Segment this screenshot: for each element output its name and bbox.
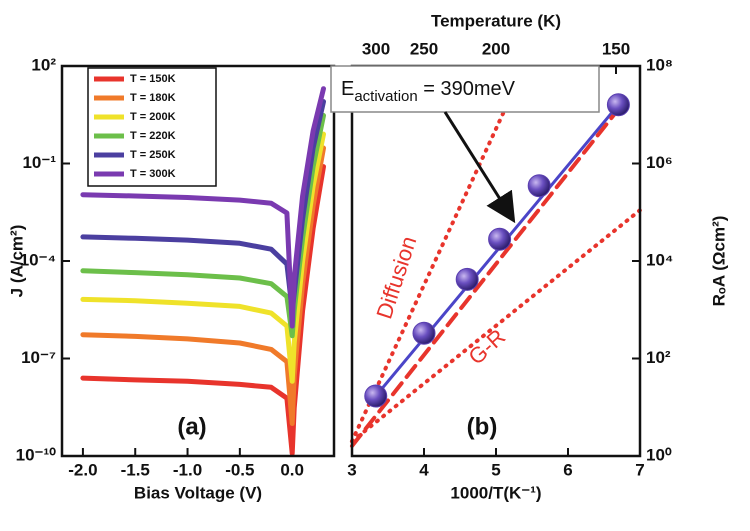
data-line	[80, 86, 326, 329]
panel-a: 10⁻¹⁰ 10⁻⁷ 10⁻⁴ 10⁻¹ 10² -2.0 -1.5 -1.0 -0.5 0.0 B…	[7, 55, 336, 502]
x-tick-label: 0.0	[280, 460, 304, 479]
x-tick-label: 3	[347, 460, 356, 479]
data-point	[606, 93, 630, 117]
y-axis-title: J (A/cm²)	[7, 225, 26, 298]
y-tick-label: 10⁰	[646, 445, 672, 464]
y-tick-label: 10⁻⁴	[20, 250, 56, 269]
annotation: Eactivation = 390meV	[341, 78, 516, 105]
legend-label: T = 180K	[130, 92, 176, 104]
x2-axis-title: Temperature (K)	[431, 11, 561, 30]
legend-label: T = 150K	[130, 73, 176, 85]
x-tick-label: -1.5	[121, 460, 150, 479]
y-tick-label: 10⁻¹	[22, 153, 56, 172]
x2-tick-label: 200	[482, 39, 510, 58]
x-axis-title: Bias Voltage (V)	[134, 483, 262, 502]
data-point	[412, 321, 436, 345]
activation-fit-line	[350, 107, 621, 448]
x-tick-label: 6	[563, 460, 572, 479]
x-tick-label: -1.0	[173, 460, 202, 479]
data-point	[364, 384, 388, 408]
y-tick-label: 10²	[646, 348, 671, 367]
data-point	[488, 227, 512, 251]
x-tick-label: -0.5	[225, 460, 254, 479]
y-tick-label: 10²	[31, 55, 56, 74]
y-tick-label: 10⁴	[646, 250, 673, 269]
x-tick-label: -2.0	[68, 460, 97, 479]
panel-label: (b)	[467, 413, 498, 440]
data-point	[527, 174, 551, 198]
data-line	[80, 164, 326, 456]
x2-tick-label: 250	[410, 39, 438, 58]
annotation-arrow	[443, 111, 516, 224]
annotation-symbol: E	[341, 78, 354, 100]
annotation-box	[330, 65, 600, 113]
legend-label: T = 250K	[130, 149, 176, 161]
y-tick-label: 10⁶	[646, 153, 673, 172]
panel-label: (a)	[177, 413, 206, 440]
data-line	[80, 145, 326, 426]
annotation-subscript: activation	[354, 88, 417, 105]
data-line	[80, 131, 326, 384]
gr-line	[350, 208, 642, 444]
y-axis-title: RₒA (Ωcm²)	[709, 216, 728, 307]
x-tick-label: 7	[635, 460, 644, 479]
legend-label: T = 220K	[130, 130, 176, 142]
gr-label: G-R	[464, 324, 511, 370]
y-tick-label: 10⁻¹⁰	[16, 445, 57, 464]
y-tick-label: 10⁻⁷	[21, 348, 56, 367]
x-tick-label: 4	[419, 460, 429, 479]
data-point	[455, 267, 479, 291]
plot-frame	[60, 64, 336, 458]
legend-box	[87, 67, 217, 187]
x2-tick-label: 300	[362, 39, 390, 58]
x-axis-title: 1000/T(K⁻¹)	[450, 483, 541, 502]
legend-label: T = 200K	[130, 111, 176, 123]
data-line	[80, 113, 326, 339]
legend-label: T = 300K	[130, 168, 176, 180]
y-tick-label: 10⁸	[646, 55, 673, 74]
diffusion-line	[350, 86, 517, 444]
annotation-text: = 390meV	[418, 78, 516, 100]
x-tick-label: 5	[491, 460, 500, 479]
x2-tick-label: 150	[602, 39, 630, 58]
